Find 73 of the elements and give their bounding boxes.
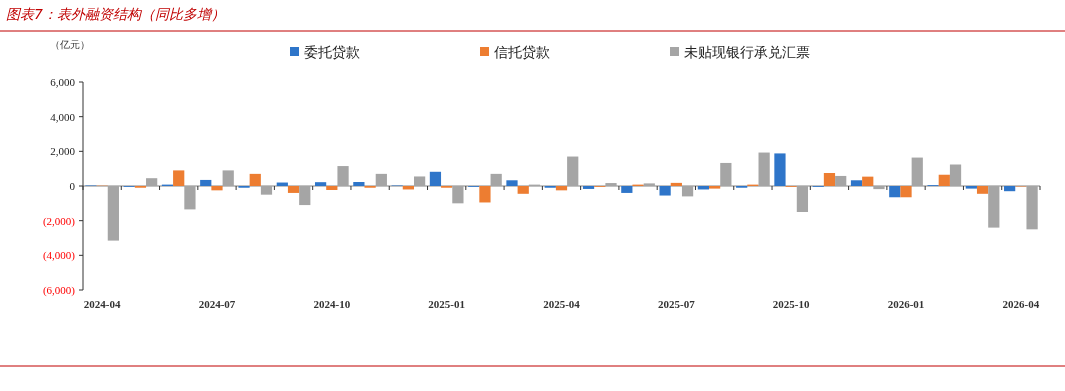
- x-tick-label: 2026-01: [887, 298, 925, 310]
- bar: [873, 186, 885, 190]
- bar: [949, 164, 962, 186]
- bar: [900, 186, 912, 198]
- bar: [709, 186, 721, 189]
- bar: [605, 183, 617, 186]
- bar: [911, 157, 923, 186]
- x-tick-label: 2025-07: [658, 298, 696, 310]
- bar: [429, 171, 442, 186]
- y-tick-label: 4,000: [50, 110, 76, 123]
- bar: [1026, 186, 1038, 230]
- bar: [173, 170, 185, 186]
- x-tick-label: 2026-04: [1002, 298, 1040, 310]
- x-tick-label: 2025-04: [543, 298, 581, 310]
- bar: [314, 182, 327, 186]
- bar: [184, 186, 196, 210]
- bar: [1004, 186, 1016, 192]
- bar: [976, 186, 989, 194]
- bar: [965, 186, 977, 189]
- legend-label: 未贴现银行承兑汇票: [684, 44, 810, 60]
- bar: [107, 186, 119, 241]
- y-tick-label: 0: [69, 179, 76, 192]
- bar: [835, 175, 847, 186]
- bar: [200, 179, 212, 186]
- x-tick-label: 2024-10: [313, 298, 351, 310]
- bar: [479, 186, 491, 203]
- bar: [211, 186, 223, 191]
- bar: [249, 173, 261, 186]
- bar: [862, 176, 874, 186]
- bar: [413, 176, 426, 186]
- chart-title: 图表7：表外融资结构（同比多增）: [6, 6, 225, 22]
- bar: [988, 186, 1000, 228]
- legend-label: 信托贷款: [494, 44, 550, 60]
- bar: [299, 186, 311, 206]
- bar: [506, 180, 518, 186]
- bar: [670, 182, 682, 186]
- bar: [517, 186, 529, 194]
- bar: [938, 174, 950, 186]
- bar: [659, 186, 671, 196]
- bar: [720, 162, 732, 186]
- bar: [337, 166, 349, 186]
- bar: [758, 152, 770, 186]
- bar: [555, 186, 568, 191]
- bar: [375, 173, 387, 186]
- y-tick-label: (2,000): [42, 214, 76, 228]
- bar: [681, 186, 694, 197]
- bar: [222, 170, 234, 186]
- legend-label: 委托贷款: [304, 44, 360, 60]
- bar: [823, 173, 836, 186]
- y-tick-label: (6,000): [42, 283, 76, 297]
- x-tick-label: 2024-07: [198, 298, 236, 310]
- y-tick-label: 2,000: [50, 145, 76, 158]
- bar: [490, 173, 502, 186]
- bar: [326, 186, 338, 190]
- y-tick-label: 6,000: [50, 75, 76, 88]
- x-tick-label: 2025-01: [428, 298, 465, 310]
- bar: [889, 186, 901, 198]
- bar: [287, 186, 300, 193]
- bar: [796, 186, 809, 212]
- bar: [774, 153, 786, 186]
- bar: [452, 186, 464, 204]
- bar: [353, 182, 365, 186]
- bar: [567, 156, 579, 186]
- bar: [146, 178, 158, 186]
- bar: [260, 186, 273, 195]
- x-tick-label: 2024-04: [83, 298, 121, 310]
- y-axis-title: （亿元）: [50, 39, 90, 50]
- bar: [582, 186, 595, 189]
- bar: [621, 186, 633, 193]
- x-tick-label: 2025-10: [772, 298, 811, 310]
- bar: [643, 183, 655, 186]
- y-tick-label: (4,000): [42, 249, 76, 263]
- bar: [850, 180, 863, 186]
